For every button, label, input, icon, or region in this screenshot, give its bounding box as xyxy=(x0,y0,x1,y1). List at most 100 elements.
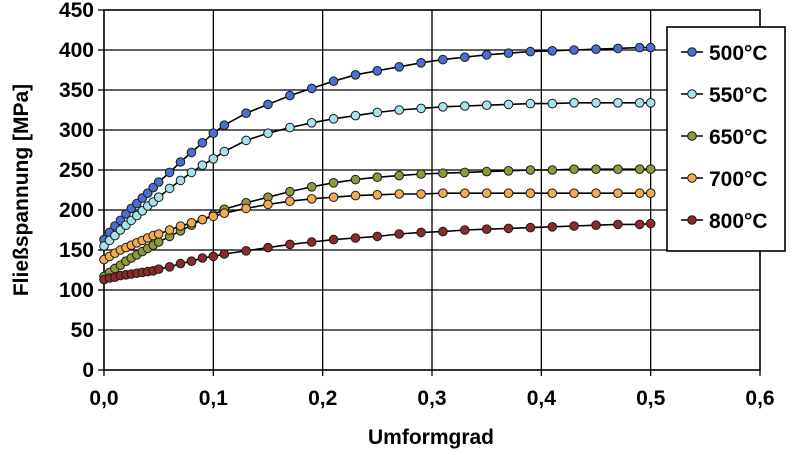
y-tick-label: 300 xyxy=(59,119,94,142)
series-500C-point xyxy=(306,83,317,94)
series-550C-point xyxy=(613,98,623,108)
x-axis-title: Umformgrad xyxy=(368,426,494,449)
series-800C-point xyxy=(285,239,295,250)
series-650C-point xyxy=(613,164,623,174)
series-500C-point xyxy=(613,43,623,54)
series-700C-point xyxy=(569,188,579,198)
series-700C-point xyxy=(591,188,601,198)
series-500C-point xyxy=(148,182,158,193)
series-800C-point xyxy=(481,224,492,234)
series-800C-point xyxy=(503,223,514,234)
series-800C-point xyxy=(416,227,426,238)
series-500C-point xyxy=(219,120,230,130)
series-500C-point xyxy=(525,46,536,57)
series-800C-point xyxy=(153,264,164,275)
legend-500C-swatch-marker xyxy=(687,47,697,57)
series-550C-point xyxy=(416,103,426,114)
y-tick-label: 450 xyxy=(59,0,94,22)
series-800C-point xyxy=(306,237,317,247)
series-800C-point xyxy=(263,242,273,253)
series-500C-point xyxy=(208,128,219,138)
series-550C-point xyxy=(569,98,579,108)
series-650C-point xyxy=(645,164,656,174)
x-tick-label: 0,5 xyxy=(636,387,666,410)
series-800C-point xyxy=(208,251,219,262)
series-550C-point xyxy=(503,99,514,110)
series-500C-point xyxy=(634,42,645,53)
series-550C-point xyxy=(175,175,186,186)
series-550C-point xyxy=(208,154,219,164)
series-500C-point xyxy=(328,76,339,86)
legend-800C-swatch-marker xyxy=(687,215,697,225)
series-550C-point xyxy=(591,98,601,108)
series-650C-point xyxy=(525,165,536,175)
series-650C-point xyxy=(503,166,514,176)
series-550C-point xyxy=(634,98,645,108)
series-700C-point xyxy=(175,221,186,231)
legend-700C-label: 700°C xyxy=(709,168,768,191)
series-800C-point xyxy=(569,221,579,231)
series-650C-point xyxy=(591,164,601,174)
y-axis-title: Fließspannung [MPa] xyxy=(10,84,33,296)
series-550C-point xyxy=(438,102,448,112)
series-700C-point xyxy=(306,194,317,204)
series-550C-point xyxy=(186,167,197,178)
legend-700C-swatch-marker xyxy=(687,173,697,183)
series-700C-point xyxy=(186,218,197,228)
series-500C-point xyxy=(460,52,470,63)
series-800C-point xyxy=(613,219,623,230)
series-700C-point xyxy=(263,199,273,210)
series-700C-point xyxy=(438,188,448,198)
series-650C-point xyxy=(306,182,317,192)
series-550C-point xyxy=(306,118,317,128)
series-650C-point xyxy=(634,164,645,174)
x-tick-label: 0,2 xyxy=(308,387,337,410)
legend: 500°C 550°C 650°C 700°C 800°C xyxy=(666,26,786,252)
x-tick-label: 0,0 xyxy=(89,387,118,410)
series-800C-point xyxy=(645,218,656,229)
series-700C-point xyxy=(241,203,251,214)
series-550C-point xyxy=(645,98,656,108)
series-500C-point xyxy=(175,157,186,167)
series-550C-point xyxy=(197,160,208,170)
series-550C-point xyxy=(153,192,164,202)
series-800C-point xyxy=(241,246,251,256)
series-500C-point xyxy=(416,58,426,68)
legend-500C-label: 500°C xyxy=(709,42,768,65)
series-800C-point xyxy=(164,262,175,272)
series-700C-point xyxy=(547,188,558,198)
series-800C-point xyxy=(350,233,361,243)
series-800C-point xyxy=(197,253,208,263)
series-800C-point xyxy=(634,219,645,230)
series-700C-point xyxy=(503,188,514,198)
series-550C-point xyxy=(525,98,536,109)
series-500C-point xyxy=(547,46,558,56)
series-650C-point xyxy=(481,166,492,177)
series-800C-point xyxy=(175,258,186,269)
legend-800C-label: 800°C xyxy=(709,210,768,233)
series-650C-point xyxy=(285,186,295,197)
series-550C-point xyxy=(263,128,273,138)
legend-650C-label: 650°C xyxy=(709,126,768,149)
series-550C-point xyxy=(164,183,175,194)
y-tick-label: 50 xyxy=(71,319,94,342)
series-800C-point xyxy=(394,229,405,239)
series-500C-point xyxy=(241,108,251,118)
series-650C-point xyxy=(350,174,361,185)
legend-650C-swatch-marker xyxy=(687,131,697,141)
legend-box xyxy=(666,26,786,252)
series-700C-point xyxy=(416,189,426,199)
series-650C-point xyxy=(328,178,339,188)
series-550C-point xyxy=(350,110,361,121)
series-800C-point xyxy=(525,222,536,233)
series-700C-point xyxy=(197,214,208,225)
x-tick-label: 0,4 xyxy=(527,387,557,410)
series-650C-point xyxy=(460,167,470,178)
series-500C-point xyxy=(394,62,405,72)
series-700C-point xyxy=(645,188,656,198)
y-tick-label: 150 xyxy=(59,239,94,262)
y-tick-label: 250 xyxy=(59,159,94,182)
legend-550C-label: 550°C xyxy=(709,84,768,107)
series-650C-point xyxy=(372,172,383,182)
legend-550C-swatch-marker xyxy=(687,89,697,99)
